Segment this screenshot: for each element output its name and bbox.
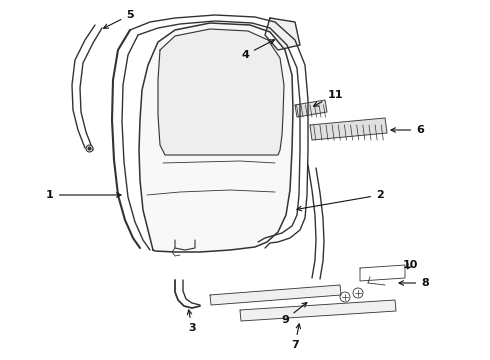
Text: 3: 3: [187, 310, 196, 333]
Text: 8: 8: [399, 278, 429, 288]
Polygon shape: [240, 300, 396, 321]
Polygon shape: [265, 18, 300, 50]
Text: 7: 7: [291, 324, 300, 350]
Text: 2: 2: [297, 190, 384, 211]
Polygon shape: [295, 100, 327, 117]
Text: 5: 5: [103, 10, 134, 28]
Text: 10: 10: [402, 260, 417, 270]
Text: 6: 6: [391, 125, 424, 135]
Text: 4: 4: [241, 40, 274, 60]
Polygon shape: [139, 23, 293, 252]
Polygon shape: [310, 118, 387, 140]
Polygon shape: [158, 29, 284, 155]
Polygon shape: [210, 285, 341, 305]
Text: 1: 1: [46, 190, 121, 200]
Text: 9: 9: [281, 302, 307, 325]
Text: 11: 11: [314, 90, 343, 106]
